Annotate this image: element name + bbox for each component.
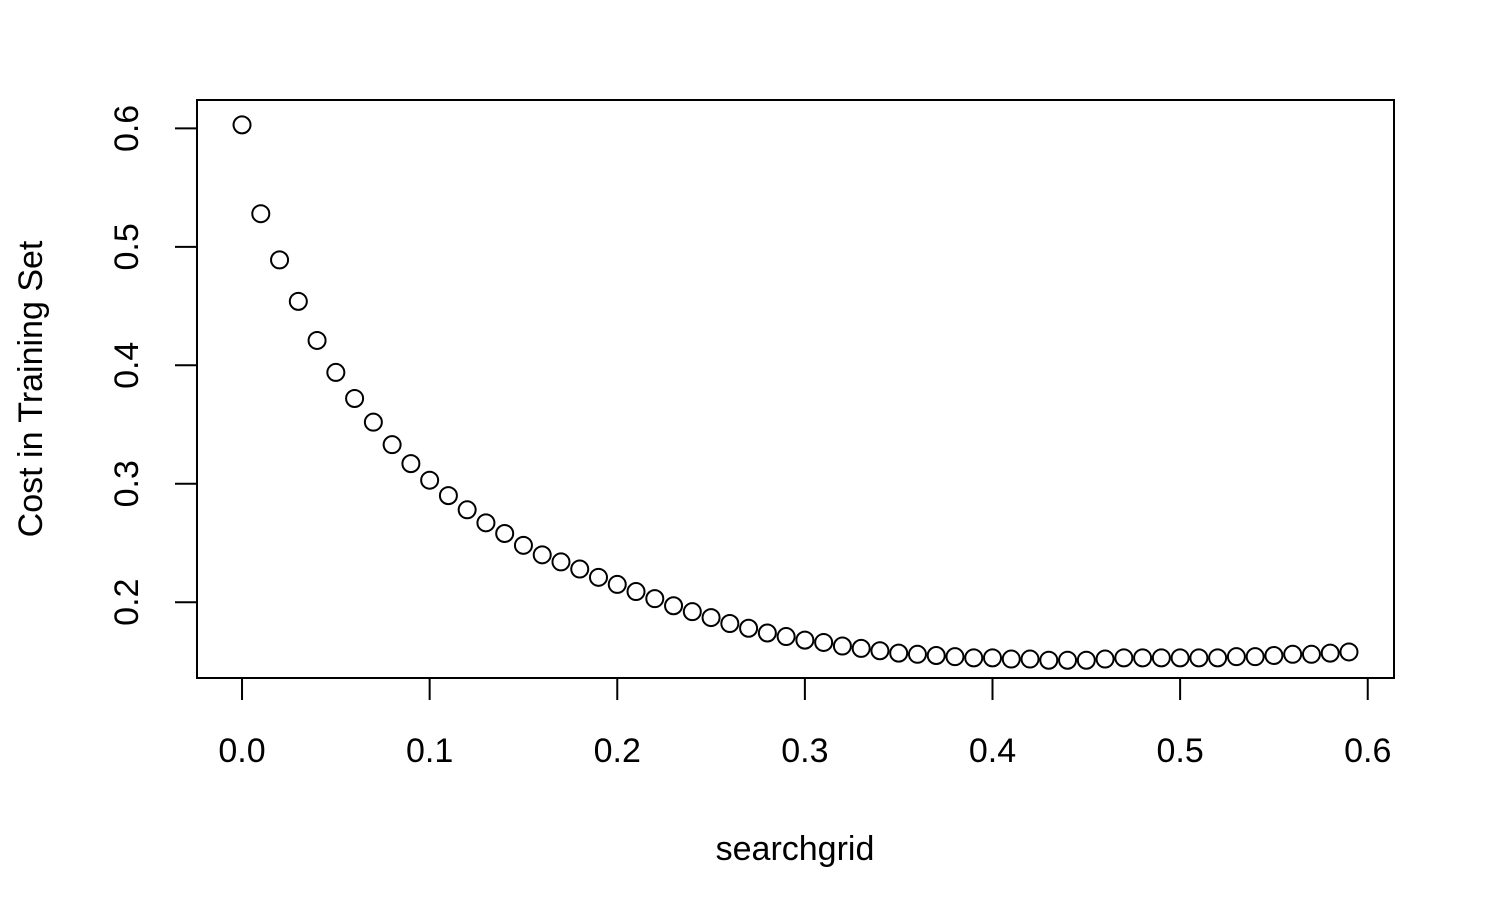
data-point [363, 412, 383, 432]
data-point [251, 204, 271, 224]
data-point [870, 641, 890, 661]
data-point [626, 582, 646, 602]
data-point [438, 486, 458, 506]
data-point [1283, 644, 1303, 664]
y-tick-label: 0.2 [108, 579, 146, 626]
data-point [1151, 648, 1171, 668]
x-tick-label: 0.2 [594, 732, 641, 770]
data-point [739, 618, 759, 638]
data-point [326, 362, 346, 382]
data-point [607, 574, 627, 594]
x-tick-label: 0.0 [218, 732, 265, 770]
data-point [907, 644, 927, 664]
data-point [589, 567, 609, 587]
data-point [945, 647, 965, 667]
data-point [776, 627, 796, 647]
data-point [720, 614, 740, 634]
x-axis: 0.0 0.1 0.2 0.3 0.4 0.5 0.6 [218, 677, 1391, 770]
data-point [926, 645, 946, 665]
x-tick-label: 0.1 [406, 732, 453, 770]
data-point [1095, 649, 1115, 669]
data-point [270, 250, 290, 270]
data-point [420, 470, 440, 490]
data-point [814, 632, 834, 652]
x-tick-label: 0.3 [781, 732, 828, 770]
x-tick-label: 0.6 [1344, 732, 1391, 770]
y-tick-label: 0.3 [108, 460, 146, 507]
data-point [851, 638, 871, 658]
data-point [982, 648, 1002, 668]
data-point [1133, 648, 1153, 668]
data-point [232, 115, 252, 135]
y-axis-label: Cost in Training Set [12, 240, 50, 537]
data-point [457, 500, 477, 520]
data-point [551, 552, 571, 572]
data-point [345, 388, 365, 408]
data-point [889, 643, 909, 663]
y-tick-label: 0.6 [108, 105, 146, 152]
data-points [232, 115, 1359, 670]
y-tick-label: 0.4 [108, 342, 146, 389]
data-point [382, 435, 402, 455]
data-point [1170, 648, 1190, 668]
y-tick-label: 0.5 [108, 223, 146, 270]
data-point [1114, 648, 1134, 668]
data-point [495, 524, 515, 543]
data-point [1189, 648, 1209, 668]
data-point [1039, 650, 1059, 670]
data-point [1058, 650, 1078, 670]
data-point [1001, 649, 1021, 669]
data-point [757, 623, 777, 643]
data-point [1320, 643, 1340, 663]
data-point [1226, 647, 1246, 667]
data-point [664, 596, 684, 616]
data-point [701, 608, 721, 628]
data-point [1339, 642, 1359, 662]
data-point [1301, 644, 1321, 664]
x-axis-label: searchgrid [716, 830, 875, 868]
data-point [682, 602, 702, 622]
data-point [1245, 647, 1265, 667]
data-point [1020, 649, 1040, 669]
data-point [513, 535, 533, 555]
data-point [795, 630, 815, 650]
y-axis: 0.2 0.3 0.4 0.5 0.6 [108, 105, 198, 626]
x-tick-label: 0.4 [969, 732, 1016, 770]
plot-frame [196, 99, 1395, 679]
data-point [401, 454, 421, 474]
x-tick-label: 0.5 [1156, 732, 1203, 770]
data-point [476, 513, 496, 533]
data-point [570, 559, 590, 579]
data-point [1208, 648, 1228, 668]
data-point [532, 545, 552, 565]
data-point [288, 291, 308, 311]
data-point [1076, 650, 1096, 670]
data-point [832, 636, 852, 656]
data-point [645, 589, 665, 609]
data-point [964, 648, 984, 668]
data-point [307, 330, 327, 350]
data-point [1264, 645, 1284, 665]
